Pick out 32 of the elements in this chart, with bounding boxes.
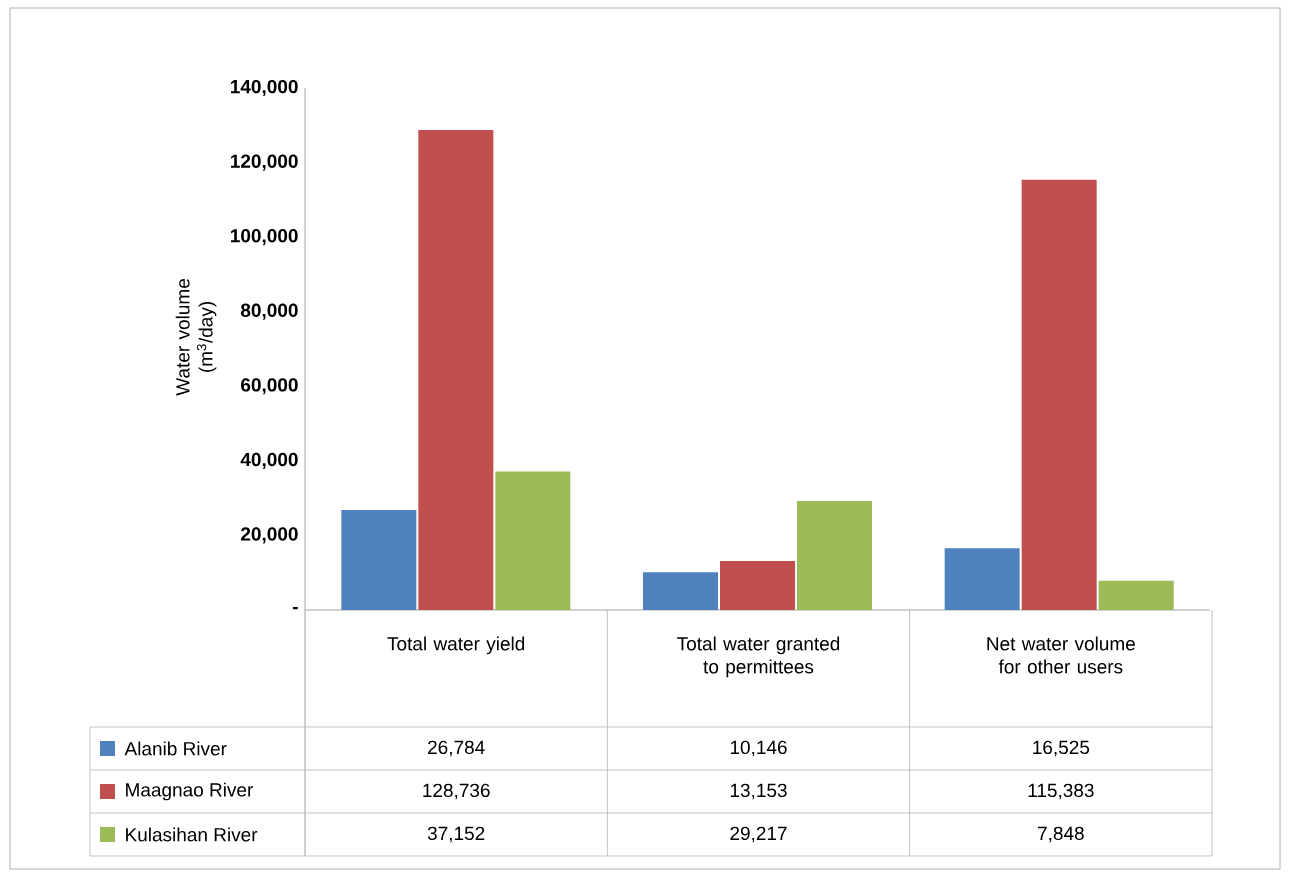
x-tick-label: Total water yield [387,636,525,655]
y-tick-label: 40,000 [240,452,298,469]
y-tick-label: 120,000 [230,154,298,171]
bar [720,560,796,610]
bar [418,129,494,610]
bar [643,572,719,610]
data-label: 16,525 [1033,740,1090,757]
bar [944,548,1020,610]
data-label: 115,383 [1028,783,1094,800]
y-tick-label: 20,000 [241,527,298,544]
legend-label: Maagnao River [126,782,254,801]
y-tick-label: 60,000 [241,378,298,395]
legend-label: Kulasihan River [126,827,258,842]
bar [1021,179,1097,610]
data-label: 10,146 [730,740,787,757]
data-label: 128,736 [423,783,490,800]
y-tick-label: 100,000 [230,229,298,246]
bar [495,471,571,610]
data-label: 29,217 [730,826,787,843]
y-tick-label: 140,000 [230,79,298,97]
data-label: 37,152 [427,826,485,843]
data-label: 26,784 [428,740,485,757]
y-tick-label: - [292,606,298,610]
bar [341,510,417,610]
x-tick-label: Total water granted to permittees [677,636,840,678]
legend-label: Alanib River [124,741,227,756]
data-label: 13,153 [730,783,787,800]
x-tick-label: Net water volume for other users [987,636,1135,674]
bar [797,501,873,610]
y-tick-label: 80,000 [240,303,298,320]
bar [1098,580,1174,610]
data-label: 7,848 [1038,826,1084,843]
